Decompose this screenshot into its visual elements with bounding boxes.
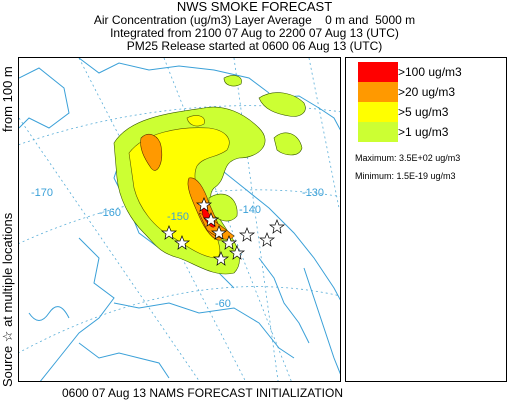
- side-label-source: Source ☆ at multiple locations: [0, 212, 15, 387]
- lon-label-160: -160: [99, 207, 121, 219]
- lat-label-60: -60: [215, 298, 231, 310]
- legend-label: >100 ug/m3: [398, 65, 462, 79]
- latitude-line: [19, 286, 340, 354]
- smoke-map: -170 -160 -150 -140 -130 -60: [18, 57, 341, 382]
- legend-swatch-gt100: [358, 62, 398, 82]
- legend-swatch-gt20: [358, 82, 398, 102]
- star-icon: [268, 219, 286, 234]
- lon-label-170: -170: [31, 187, 53, 199]
- subtitle-concentration: Air Concentration (ug/m3) Layer Average …: [93, 13, 416, 27]
- star-icon: [220, 235, 238, 250]
- legend-label: >20 ug/m3: [398, 85, 456, 99]
- page-title: NWS SMOKE FORECAST: [176, 0, 333, 14]
- star-icon: [228, 245, 246, 260]
- legend-swatch-gt5: [358, 102, 398, 122]
- legend-label: >5 ug/m3: [398, 105, 449, 119]
- star-icon: [202, 212, 220, 227]
- subtitle-release-start: PM25 Release started at 0600 06 Aug 13 (…: [126, 39, 383, 53]
- star-icon: [173, 235, 191, 250]
- star-icon: [258, 232, 276, 247]
- side-label-height: from 100 m: [0, 66, 15, 132]
- legend-swatch-gt1: [358, 122, 398, 142]
- longitude-line: [308, 58, 340, 209]
- coastline: [19, 58, 340, 381]
- subtitle-integration-period: Integrated from 2100 07 Aug to 2200 07 A…: [110, 26, 399, 40]
- map-canvas: -170 -160 -150 -140 -130 -60: [19, 58, 340, 381]
- lon-label-130: -130: [302, 187, 324, 199]
- star-icon: [210, 225, 228, 240]
- star-icon: [212, 251, 230, 266]
- star-icon: [160, 225, 178, 240]
- legend-maximum: Maximum: 3.5E+02 ug/m3: [355, 153, 461, 163]
- legend-label: >1 ug/m3: [398, 125, 449, 139]
- longitude-line: [233, 58, 279, 381]
- source-markers: [160, 197, 286, 266]
- lon-label-150: -150: [167, 211, 189, 223]
- star-icon: [195, 197, 213, 212]
- footer-initialization: 0600 07 Aug 13 NAMS FORECAST INITIALIZAT…: [62, 386, 343, 400]
- legend-minimum: Minimum: 1.5E-19 ug/m3: [355, 171, 456, 181]
- legend-panel: >100 ug/m3 >20 ug/m3 >5 ug/m3 >1 ug/m3 M…: [345, 57, 507, 382]
- longitude-line: [163, 58, 292, 381]
- lon-label-140: -140: [239, 204, 261, 216]
- star-icon: [238, 227, 256, 242]
